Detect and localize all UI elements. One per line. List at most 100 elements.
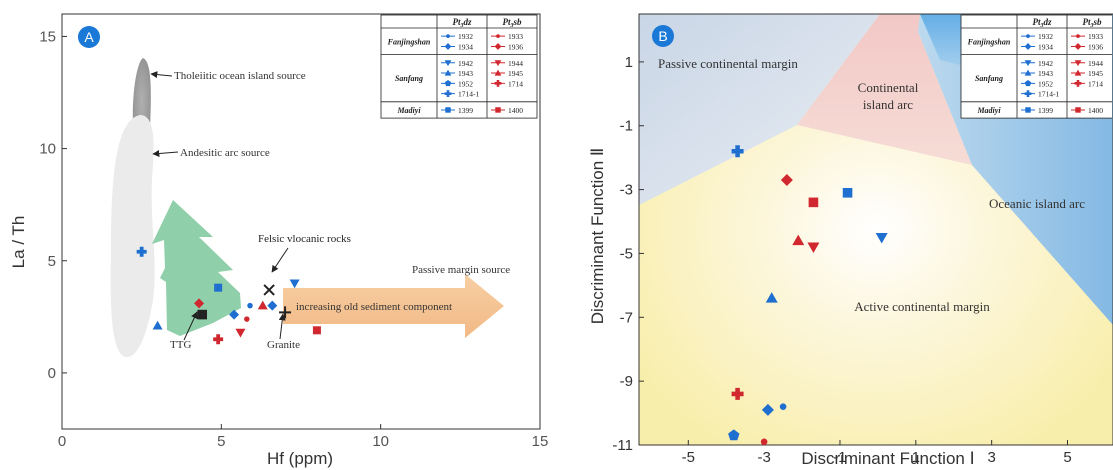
data-point <box>244 316 250 322</box>
legend-sample-label: 1952 <box>1038 79 1053 88</box>
data-point <box>731 145 744 158</box>
data-point <box>235 328 246 338</box>
legend-sample-label: 1945 <box>1088 69 1103 78</box>
panel-a-badge <box>78 26 100 48</box>
data-point <box>194 298 205 309</box>
andesitic-label: Andesitic arc source <box>180 147 270 159</box>
legend-sample-label: 1714 <box>508 79 523 88</box>
data-point <box>289 279 300 289</box>
andesitic-field <box>110 115 155 357</box>
passive-source-label: Passive margin source <box>412 264 510 276</box>
panel-b-xtick-label: -1 <box>833 449 846 466</box>
data-point <box>257 300 268 310</box>
andesitic-pointer <box>152 150 179 157</box>
panel-b-ytick-label: -3 <box>620 182 633 199</box>
data-point <box>213 334 224 345</box>
legend-marker <box>444 69 452 76</box>
data-point <box>842 187 853 198</box>
data-point <box>761 403 774 416</box>
legend-sample-label: 1399 <box>1038 106 1053 115</box>
felsic-label: Felsic vlocanic rocks <box>258 233 351 245</box>
granite-marker <box>279 306 292 319</box>
panel-b-plot-frame <box>638 13 1113 446</box>
panel-a-letter: A <box>84 29 94 45</box>
panel-a-ytick-label: 10 <box>39 141 56 158</box>
legend-sample-label: 1399 <box>458 106 473 115</box>
legend-header: Pt3dz <box>452 17 472 29</box>
legend-marker <box>446 34 450 39</box>
panel-b-ytick-label: -7 <box>620 309 633 326</box>
legend-box <box>960 14 1112 119</box>
felsic-source-field <box>152 200 241 336</box>
felsic-marker <box>263 284 275 296</box>
legend-marker <box>1074 43 1082 50</box>
data-point <box>152 320 163 330</box>
legend-sample-label: 1933 <box>1088 32 1103 41</box>
panel-b-xlabel: Discriminant Function Ⅰ <box>801 449 974 468</box>
legend-sample-label: 1933 <box>508 32 523 41</box>
legend-marker <box>444 60 452 67</box>
legend-marker <box>1075 107 1081 113</box>
panel-b-badge <box>652 25 674 47</box>
legend-marker <box>1024 69 1032 76</box>
legend-marker <box>494 60 502 67</box>
panel-b-ylabel: Discriminant Function Ⅱ <box>588 148 607 325</box>
data-point <box>247 302 253 309</box>
sediment-label: increasing old sediment component <box>296 301 452 313</box>
legend-header: Pt3dz <box>1032 17 1052 29</box>
data-point <box>728 429 740 441</box>
legend-sample-label: 1934 <box>458 42 473 51</box>
panel-a-xtick-label: 5 <box>217 433 225 450</box>
legend-sample-label: 1400 <box>508 106 523 115</box>
legend-sample-label: 1400 <box>1088 106 1103 115</box>
panel-a-xtick-label: 0 <box>58 433 66 450</box>
legend-sample-label: 1934 <box>1038 42 1053 51</box>
panel-a-xtick-label: 10 <box>372 433 389 450</box>
data-point <box>807 242 820 254</box>
legend-marker <box>495 107 501 113</box>
panel-b-xtick-label: 3 <box>987 449 995 466</box>
legend-marker <box>1026 34 1030 39</box>
legend-sample-label: 1952 <box>458 79 473 88</box>
data-point <box>760 438 768 446</box>
legend-box <box>380 14 538 119</box>
data-point <box>875 232 888 244</box>
panel-a-points <box>136 246 321 345</box>
ttg-pointer <box>183 311 198 341</box>
panel-a-ytick-label: 5 <box>48 253 56 270</box>
panel-a: 0 5 10 15 0 5 10 15 Tholeiitic ocean island sou… <box>9 13 548 468</box>
legend-sample-label: 1936 <box>1088 42 1103 51</box>
legend-marker <box>1076 34 1080 39</box>
legend-sample-label: 1714-1 <box>1038 90 1059 99</box>
data-point <box>229 309 240 320</box>
panel-b-points <box>728 145 888 446</box>
ttg-marker <box>197 309 208 320</box>
arc-field-label-1: Continental <box>858 80 919 95</box>
panel-b-xtick-label: -3 <box>757 449 770 466</box>
panel-b-ytick-label: 1 <box>625 54 633 71</box>
active-field-label: Active continental margin <box>854 299 990 314</box>
legend-marker <box>1074 79 1082 87</box>
data-point <box>779 403 787 410</box>
data-point <box>731 387 744 400</box>
data-point <box>136 246 147 257</box>
legend-marker <box>1024 60 1032 67</box>
legend-marker <box>1025 107 1031 113</box>
arc-field-label-2: island arc <box>863 97 913 112</box>
data-point <box>808 197 819 208</box>
data-point <box>312 326 321 335</box>
panel-a-ytick-label: 0 <box>48 365 56 382</box>
legend-marker <box>445 107 451 113</box>
legend-marker <box>444 80 452 87</box>
legend-sample-label: 1943 <box>1038 69 1053 78</box>
tholeiitic-label: Tholeiitic ocean island source <box>174 70 306 82</box>
panel-a-ylabel: La / Th <box>9 216 28 269</box>
granite-label: Granite <box>267 339 300 351</box>
legend-sample-label: 1932 <box>1038 32 1053 41</box>
passive-field-label: Passive continental margin <box>658 56 798 71</box>
panel-b-ytick-label: -11 <box>612 437 633 454</box>
panel-a-axes: 0 5 10 15 0 5 10 15 <box>39 28 548 450</box>
panel-b-xtick-label: -5 <box>682 449 695 466</box>
